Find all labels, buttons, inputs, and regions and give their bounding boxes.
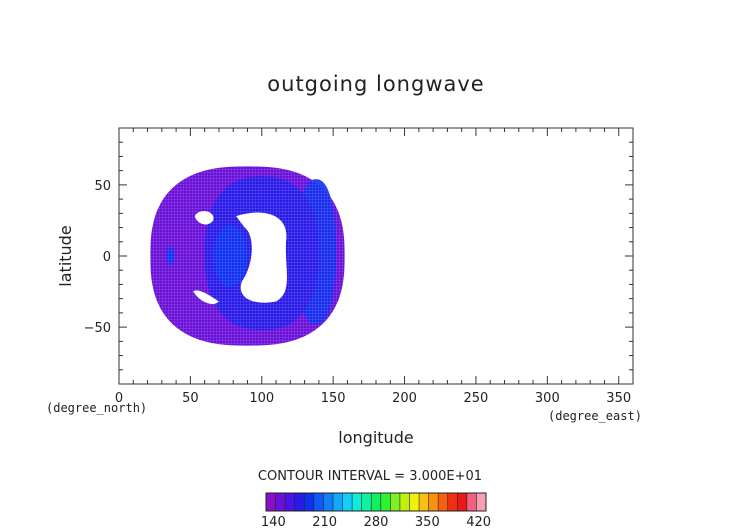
x-tick-label: 100 (249, 391, 274, 406)
x-tick-label: 300 (535, 391, 560, 406)
chart-title: outgoing longwave (267, 72, 484, 96)
colorbar: 140 210 280 350 420 (261, 492, 491, 530)
colorbar-swatch (313, 493, 324, 511)
colorbar-swatch (457, 493, 468, 511)
colorbar-swatch (285, 493, 295, 511)
region-west-spot (166, 247, 175, 265)
colorbar-tick-label: 210 (312, 515, 337, 530)
colorbar-swatch (390, 493, 401, 511)
y-tick-label: 0 (103, 250, 111, 265)
colorbar-swatch (466, 493, 477, 511)
colorbar-swatch (428, 493, 439, 511)
colorbar-swatch (275, 493, 286, 511)
y-axis-title: latitude (56, 225, 75, 286)
y-tick-label: 50 (94, 179, 111, 194)
x-tick-label: 150 (321, 391, 346, 406)
colorbar-swatch (371, 493, 382, 511)
colorbar-swatch (409, 493, 420, 511)
x-tick-label: 350 (606, 391, 631, 406)
colorbar-swatch (361, 493, 372, 511)
colorbar-swatch (438, 493, 449, 511)
x-tick-label: 250 (464, 391, 489, 406)
missing-central (236, 212, 287, 303)
x-tick-label: 0 (115, 391, 123, 406)
colorbar-tick-label: 280 (364, 515, 389, 530)
colorbar-swatch (380, 493, 391, 511)
colorbar-tick-label: 420 (466, 515, 491, 530)
colorbar-swatch (332, 493, 343, 511)
colorbar-swatch (266, 493, 276, 511)
colorbar-tick-label: 140 (261, 515, 286, 530)
colorbar-swatch (352, 493, 362, 511)
colorbar-swatch (304, 493, 315, 511)
contour-interval-label: CONTOUR INTERVAL = 3.000E+01 (258, 469, 482, 484)
axis-ticks: 0 50 100 150 200 250 300 350 −50 0 50 (84, 127, 634, 406)
region-center-core (213, 224, 248, 288)
missing-upper-left (194, 211, 214, 225)
colorbar-swatch (342, 493, 353, 511)
colorbar-swatch (476, 493, 487, 511)
x-tick-label: 200 (392, 391, 417, 406)
colorbar-swatch (399, 493, 410, 511)
missing-lower-left (193, 290, 219, 305)
colorbar-swatch (447, 493, 458, 511)
x-axis-title: longitude (338, 428, 413, 447)
x-tick-label: 50 (182, 391, 199, 406)
y-tick-label: −50 (84, 321, 111, 336)
colorbar-swatch (294, 493, 305, 511)
colorbar-tick-label: 350 (415, 515, 440, 530)
y-unit-label: (degree_north) (46, 401, 147, 415)
colorbar-swatch (323, 493, 334, 511)
x-unit-label: (degree_east) (548, 409, 642, 423)
colorbar-swatch (419, 493, 429, 511)
heatmap-field (150, 166, 345, 346)
colorbar-frame (265, 492, 487, 512)
